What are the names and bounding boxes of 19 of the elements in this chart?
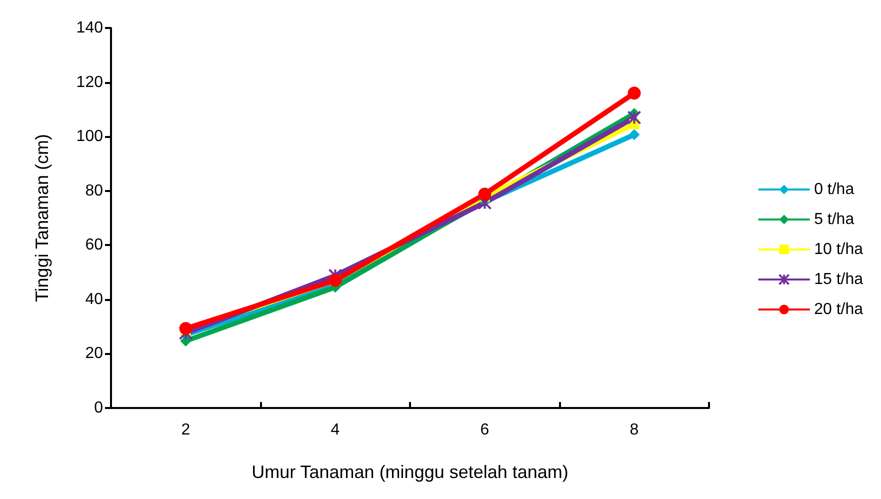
y-tick-label: 40 — [85, 290, 104, 308]
legend-label: 15 t/ha — [814, 271, 864, 288]
legend-label: 5 t/ha — [814, 211, 854, 228]
x-axis-title: Umur Tanaman (minggu setelah tanam) — [252, 462, 568, 482]
x-tick-label: 2 — [181, 422, 190, 438]
y-tick-label: 60 — [85, 236, 104, 254]
legend-label: 10 t/ha — [814, 241, 864, 258]
y-tick-label: 0 — [94, 400, 104, 416]
y-tick-label: 140 — [76, 20, 104, 36]
x-tick-label: 4 — [330, 422, 340, 438]
y-tick-label: 20 — [85, 345, 104, 362]
x-tick-label: 6 — [480, 422, 490, 438]
x-tick-label: 8 — [630, 422, 639, 438]
legend-label: 0 t/ha — [814, 181, 854, 198]
legend-label: 20 t/ha — [814, 301, 864, 318]
y-tick-label: 80 — [85, 182, 104, 200]
y-tick-label: 100 — [76, 128, 104, 146]
y-axis-title: Tinggi Tanaman (cm) — [32, 134, 52, 302]
y-tick-label: 120 — [76, 74, 104, 91]
